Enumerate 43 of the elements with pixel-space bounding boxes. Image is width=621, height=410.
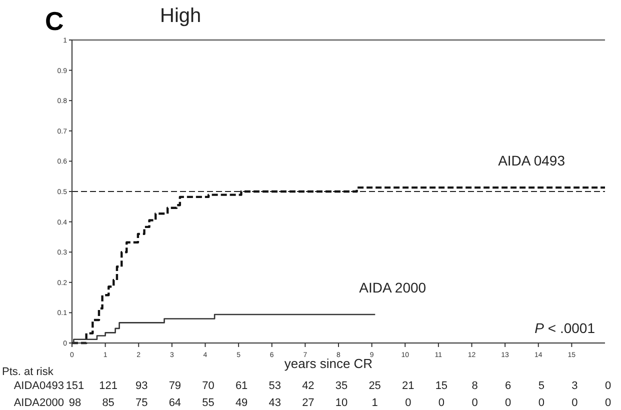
text: 121: [99, 380, 118, 392]
text: AIDA2000: [14, 397, 64, 409]
text: 1: [372, 397, 378, 409]
text: 3: [572, 380, 578, 392]
text: 55: [202, 397, 214, 409]
series-label: AIDA 2000: [359, 280, 426, 296]
annotation: P < .0001: [534, 320, 596, 336]
text: 0: [438, 397, 444, 409]
text: 25: [368, 380, 381, 392]
text: 75: [136, 397, 148, 409]
text: 35: [335, 380, 348, 392]
text: 70: [202, 380, 214, 392]
text: 0: [405, 397, 412, 409]
text: 10: [335, 397, 348, 409]
text: 151: [66, 380, 84, 392]
text: 6: [505, 380, 512, 392]
text: 49: [235, 397, 248, 409]
text: 0: [572, 397, 578, 409]
text: 5: [538, 380, 544, 392]
text: C: [45, 6, 64, 36]
text: 98: [68, 397, 82, 409]
x-axis-title: years since CR: [284, 356, 373, 371]
text: 8: [472, 380, 478, 392]
text: 64: [168, 397, 182, 409]
text: 15: [435, 380, 448, 392]
text: 27: [302, 397, 314, 409]
series-label: AIDA 0493: [498, 152, 566, 169]
text: 0: [505, 397, 512, 409]
text: 0: [472, 397, 478, 409]
text: 79: [168, 380, 182, 392]
text: 43: [268, 397, 281, 409]
text: 53: [268, 380, 281, 392]
text: 61: [235, 380, 248, 392]
text: 85: [102, 397, 114, 409]
text: 93: [136, 380, 148, 392]
text: 0: [604, 380, 612, 392]
text: AIDA0493: [14, 380, 64, 392]
text: Pts. at risk: [2, 366, 54, 378]
chart-title: High: [160, 5, 202, 27]
text: 21: [402, 380, 414, 392]
text: 42: [302, 380, 314, 392]
text: 0: [604, 397, 612, 409]
text: 0: [538, 397, 544, 409]
